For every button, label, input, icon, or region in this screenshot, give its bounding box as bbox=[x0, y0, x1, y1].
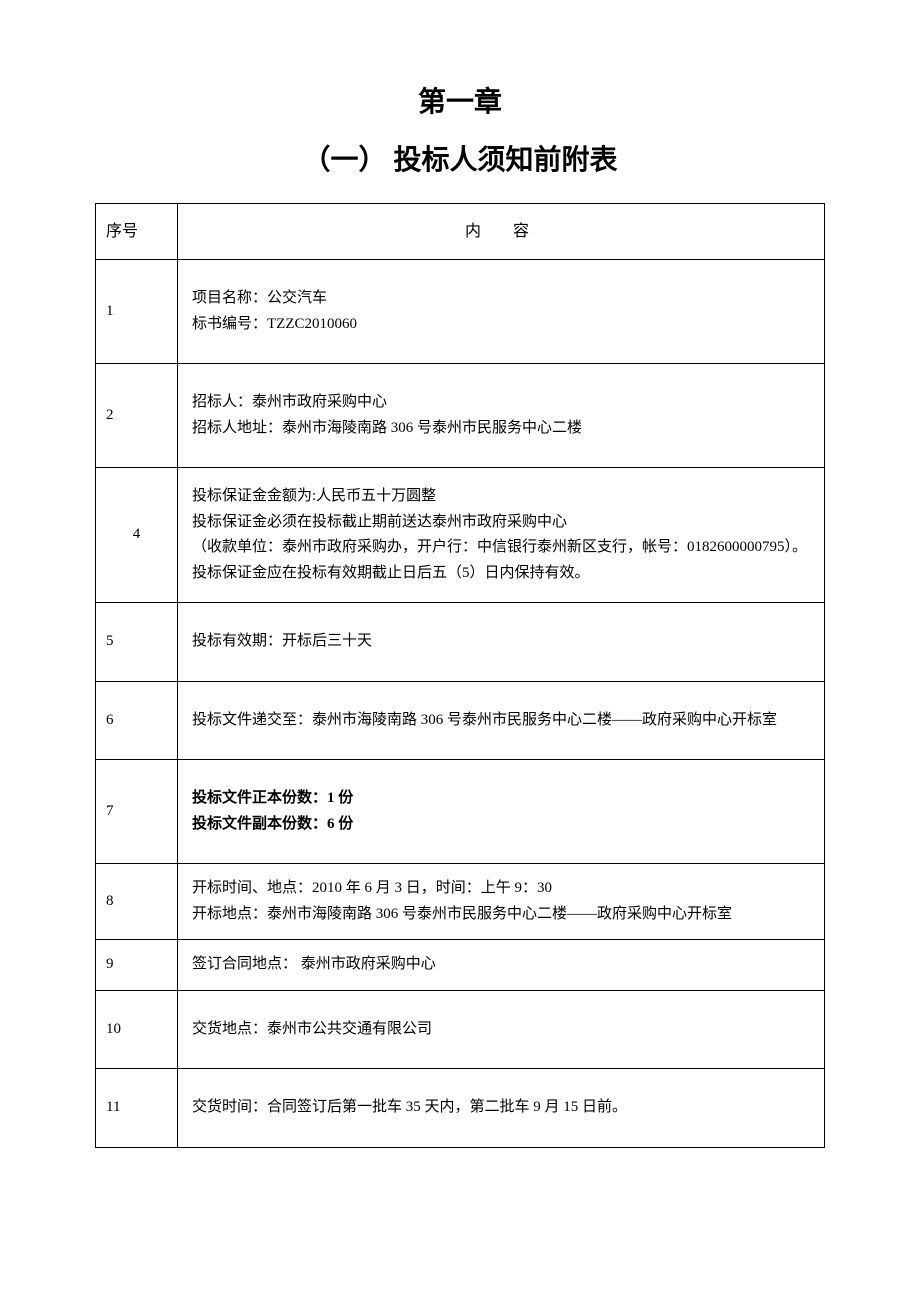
row-no: 10 bbox=[96, 990, 178, 1069]
table-body: 1 项目名称：公交汽车标书编号：TZZC2010060 2 招标人：泰州市政府采… bbox=[96, 260, 825, 1148]
table-row: 9 签订合同地点： 泰州市政府采购中心 bbox=[96, 940, 825, 991]
row-content: 投标保证金金额为:人民币五十万圆整投标保证金必须在投标截止期前送达泰州市政府采购… bbox=[178, 468, 825, 603]
bidder-notice-table: 序号 内 容 1 项目名称：公交汽车标书编号：TZZC2010060 2 招标人… bbox=[95, 203, 825, 1148]
row-no: 5 bbox=[96, 603, 178, 682]
table-row: 5 投标有效期：开标后三十天 bbox=[96, 603, 825, 682]
table-row: 4 投标保证金金额为:人民币五十万圆整投标保证金必须在投标截止期前送达泰州市政府… bbox=[96, 468, 825, 603]
row-no: 6 bbox=[96, 681, 178, 760]
row-content: 交货时间：合同签订后第一批车 35 天内，第二批车 9 月 15 日前。 bbox=[178, 1069, 825, 1148]
row-content: 投标文件递交至：泰州市海陵南路 306 号泰州市民服务中心二楼——政府采购中心开… bbox=[178, 681, 825, 760]
row-no: 9 bbox=[96, 940, 178, 991]
row-content: 项目名称：公交汽车标书编号：TZZC2010060 bbox=[178, 260, 825, 364]
table-row: 10 交货地点：泰州市公共交通有限公司 bbox=[96, 990, 825, 1069]
table-row: 11 交货时间：合同签订后第一批车 35 天内，第二批车 9 月 15 日前。 bbox=[96, 1069, 825, 1148]
row-content: 签订合同地点： 泰州市政府采购中心 bbox=[178, 940, 825, 991]
col-header-content: 内 容 bbox=[178, 204, 825, 260]
row-no: 8 bbox=[96, 864, 178, 940]
row-content: 开标时间、地点：2010 年 6 月 3 日，时间：上午 9：30开标地点：泰州… bbox=[178, 864, 825, 940]
row-no: 11 bbox=[96, 1069, 178, 1148]
table-row: 7 投标文件正本份数：1 份投标文件副本份数：6 份 bbox=[96, 760, 825, 864]
title-section: 第一章 （一） 投标人须知前附表 bbox=[95, 80, 825, 178]
table-row: 2 招标人：泰州市政府采购中心招标人地址：泰州市海陵南路 306 号泰州市民服务… bbox=[96, 364, 825, 468]
col-header-no: 序号 bbox=[96, 204, 178, 260]
row-no: 1 bbox=[96, 260, 178, 364]
chapter-title: 第一章 bbox=[95, 80, 825, 120]
row-no: 2 bbox=[96, 364, 178, 468]
table-row: 1 项目名称：公交汽车标书编号：TZZC2010060 bbox=[96, 260, 825, 364]
sub-title: （一） 投标人须知前附表 bbox=[95, 138, 825, 178]
row-content: 交货地点：泰州市公共交通有限公司 bbox=[178, 990, 825, 1069]
row-content: 投标有效期：开标后三十天 bbox=[178, 603, 825, 682]
row-content: 招标人：泰州市政府采购中心招标人地址：泰州市海陵南路 306 号泰州市民服务中心… bbox=[178, 364, 825, 468]
table-row: 8 开标时间、地点：2010 年 6 月 3 日，时间：上午 9：30开标地点：… bbox=[96, 864, 825, 940]
table-header-row: 序号 内 容 bbox=[96, 204, 825, 260]
row-content: 投标文件正本份数：1 份投标文件副本份数：6 份 bbox=[178, 760, 825, 864]
row-no: 7 bbox=[96, 760, 178, 864]
table-row: 6 投标文件递交至：泰州市海陵南路 306 号泰州市民服务中心二楼——政府采购中… bbox=[96, 681, 825, 760]
row-no: 4 bbox=[96, 468, 178, 603]
